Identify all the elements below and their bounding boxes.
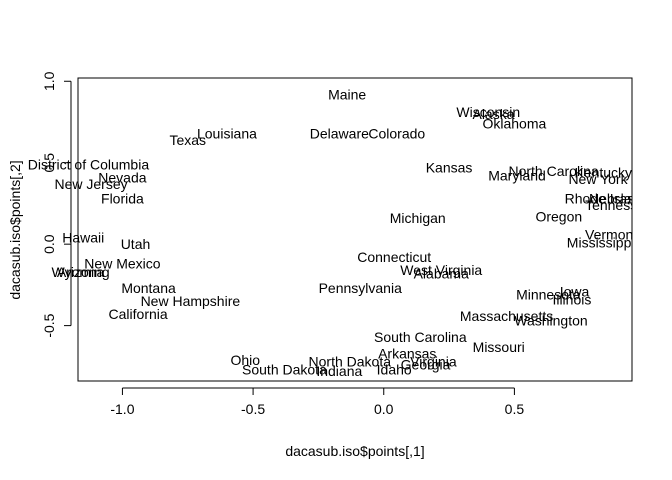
- y-tick-label: -0.5: [41, 313, 57, 337]
- point-label: Idaho: [377, 362, 412, 378]
- y-tick-label: 0.0: [41, 234, 57, 254]
- point-label: Texas: [169, 132, 206, 148]
- point-label: Wyoming: [51, 264, 109, 280]
- point-label: North Dakota: [309, 353, 392, 369]
- x-tick-label: 0.0: [374, 401, 394, 417]
- point-label: Oregon: [535, 208, 582, 224]
- point-label: Indiana: [316, 363, 362, 379]
- point-label: Nevada: [98, 169, 146, 185]
- point-label: Ohio: [230, 352, 260, 368]
- x-tick-label: -1.0: [110, 401, 134, 417]
- point-label: New Jersey: [54, 176, 127, 192]
- point-label: New Hampshire: [141, 293, 241, 309]
- point-label: Illinois: [552, 292, 591, 308]
- point-label: Oklahoma: [482, 116, 546, 132]
- point-label: South Dakota: [242, 362, 327, 378]
- point-label: South Carolina: [374, 329, 467, 345]
- point-label: Hawaii: [62, 230, 104, 246]
- point-label: Rhode Island: [565, 191, 648, 207]
- point-label: District of Columbia: [28, 156, 150, 172]
- x-axis-title: dacasub.iso$points[,1]: [285, 443, 424, 459]
- point-label: Iowa: [560, 283, 590, 299]
- point-label: Washington: [514, 313, 587, 329]
- point-label: Montana: [121, 280, 176, 296]
- point-label: New Mexico: [84, 256, 160, 272]
- point-label: Tennessee: [585, 197, 653, 213]
- point-label: Alabama: [414, 265, 469, 281]
- point-label: Delaware: [310, 125, 369, 141]
- plot-box: [77, 77, 633, 382]
- point-label: Nebraska: [589, 191, 649, 207]
- point-label: Kentucky: [574, 164, 632, 180]
- point-label: Missouri: [473, 339, 525, 355]
- point-label: Mississippi: [567, 235, 635, 251]
- y-tick-label: 0.5: [41, 153, 57, 173]
- point-label: Virginia: [410, 353, 457, 369]
- point-label: Pennsylvania: [319, 280, 402, 296]
- point-label: Massachusetts: [460, 308, 553, 324]
- point-label: Maine: [328, 86, 366, 102]
- point-label: Arizona: [57, 264, 105, 280]
- point-label: Georgia: [401, 357, 451, 373]
- point-label: Maryland: [488, 168, 546, 184]
- point-label: Connecticut: [357, 249, 431, 265]
- point-label: Utah: [121, 236, 151, 252]
- y-axis: -0.5 0.0 0.5 1.0: [41, 71, 72, 338]
- point-label: Louisiana: [197, 125, 257, 141]
- point-label: Wisconsin: [456, 104, 520, 120]
- point-label: California: [109, 306, 168, 322]
- point-label: Minnesota: [516, 287, 581, 303]
- point-label: Alaska: [472, 106, 514, 122]
- point-label: Kansas: [426, 160, 473, 176]
- point-label: New York: [568, 171, 628, 187]
- point-label: Michigan: [390, 210, 446, 226]
- y-tick-label: 1.0: [41, 71, 57, 91]
- x-tick-label: 0.5: [505, 401, 525, 417]
- x-axis: -1.0 -0.5 0.0 0.5: [110, 387, 525, 417]
- point-label: North Carolina: [508, 163, 598, 179]
- y-axis-title: dacasub.iso$points[,2]: [7, 160, 23, 299]
- point-label: Colorado: [368, 125, 425, 141]
- point-label: Vermont: [585, 226, 637, 242]
- point-label: West Virginia: [400, 262, 482, 278]
- x-tick-label: -0.5: [241, 401, 265, 417]
- point-label: Florida: [101, 191, 144, 207]
- point-label: Arkansas: [378, 345, 436, 361]
